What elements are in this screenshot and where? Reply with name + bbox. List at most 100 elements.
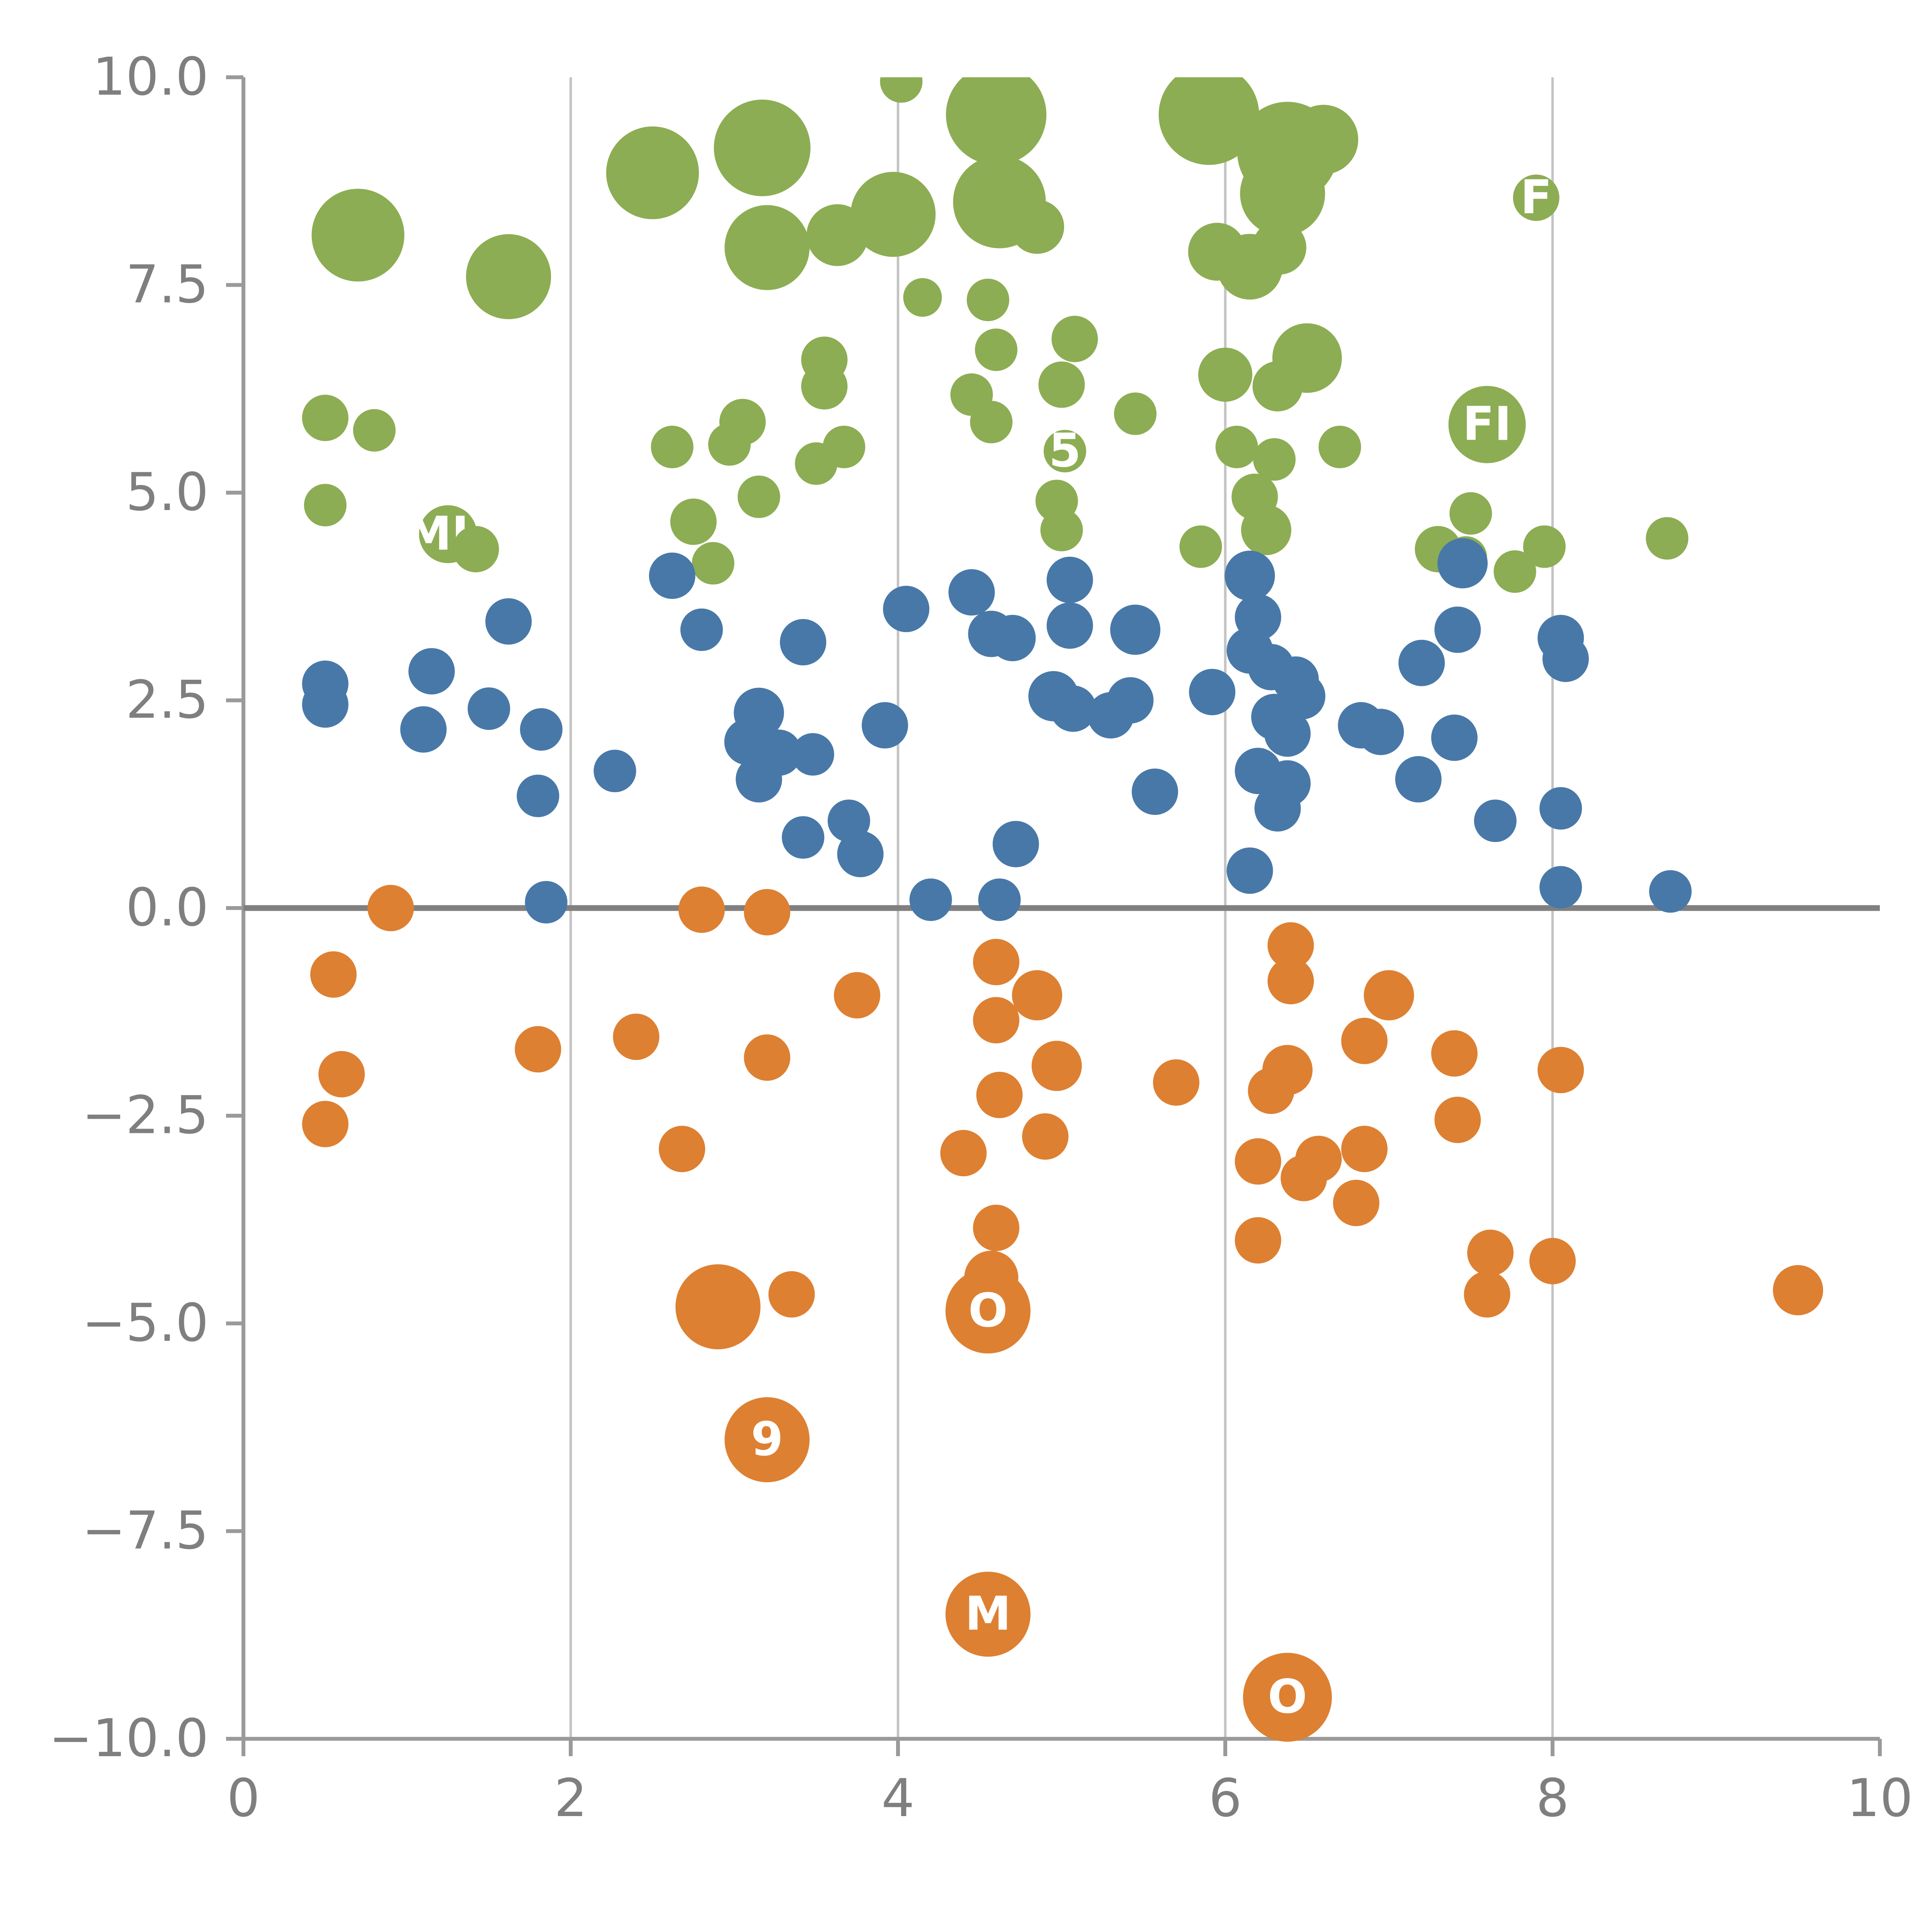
data-point-green (1646, 517, 1689, 560)
bubble-label: 5 (1049, 424, 1081, 478)
data-point-blue (408, 648, 455, 695)
data-point-blue (1226, 847, 1273, 894)
data-point-green (651, 425, 694, 468)
data-point-orange (973, 997, 1020, 1044)
data-point-green (708, 423, 751, 466)
data-point-green (466, 234, 551, 319)
data-point-orange (310, 951, 357, 998)
data-point-blue (1050, 685, 1097, 732)
data-point-blue (1431, 714, 1478, 761)
data-point-orange (1529, 1238, 1576, 1284)
data-point-orange (945, 1571, 1031, 1657)
data-point-green (1158, 77, 1259, 165)
x-tick-label-8: 8 (1536, 1768, 1569, 1828)
data-point-blue (1254, 785, 1301, 832)
data-point-blue (485, 598, 532, 645)
data-point-green (1043, 430, 1086, 473)
data-point-orange (976, 1071, 1023, 1118)
data-point-blue (1225, 551, 1275, 601)
data-point-orange (940, 1130, 987, 1177)
data-point-blue (468, 687, 510, 730)
data-point-orange (318, 1051, 365, 1097)
data-point-orange (1267, 958, 1314, 1005)
x-tick-label-10: 10 (1847, 1768, 1913, 1828)
bubble-label: M (965, 1587, 1011, 1641)
x-tick-label-2: 2 (554, 1768, 587, 1828)
x-tick-labels: 0 2 4 6 8 10 (227, 1739, 1913, 1828)
data-point-orange (1243, 1653, 1332, 1742)
data-point-blue (1437, 538, 1488, 588)
y-tick-labels: 10.0 7.5 5.0 2.5 0.0 −2.5 −5.0 −7.5 −10.0 (49, 46, 243, 1769)
data-point-green (1493, 550, 1536, 593)
data-point-blue (883, 586, 930, 632)
x-tick-label-4: 4 (881, 1768, 915, 1828)
data-point-orange (1235, 1138, 1281, 1185)
data-point-green (1252, 220, 1306, 275)
data-point-orange (1537, 1047, 1584, 1094)
data-point-orange (302, 1101, 349, 1147)
data-point-blue (948, 569, 995, 616)
data-point-orange (658, 1126, 705, 1172)
data-point-orange (1434, 1097, 1481, 1143)
data-point-green (1253, 438, 1296, 481)
y-tick-label-2.5: 2.5 (126, 670, 209, 730)
data-point-orange (515, 1026, 561, 1073)
data-point-orange (1333, 1180, 1379, 1226)
data-point-blue (1107, 677, 1154, 724)
data-point-orange (1295, 1136, 1342, 1182)
data-point-green (1289, 105, 1359, 175)
data-point-green (1240, 151, 1325, 236)
series-orange: 9 O M O (302, 885, 1823, 1742)
data-point-blue (992, 821, 1039, 867)
data-point-blue (1357, 709, 1404, 755)
data-point-green (1215, 425, 1258, 468)
data-point-blue (1539, 787, 1582, 830)
bubble-label: F (1520, 171, 1552, 224)
data-point-blue (1131, 769, 1178, 815)
data-point-green (1252, 361, 1303, 412)
data-point-green (903, 278, 942, 317)
data-point-blue (837, 831, 884, 878)
data-point-blue (594, 750, 636, 793)
data-point-blue (782, 816, 825, 859)
x-tick-label-0: 0 (227, 1768, 260, 1828)
data-point-blue (909, 878, 952, 921)
data-point-orange (973, 1204, 1020, 1251)
data-point-blue (1046, 556, 1093, 603)
y-tick-label-−2.5: −2.5 (82, 1085, 209, 1146)
data-point-blue (520, 708, 563, 751)
y-tick-label-7.5: 7.5 (126, 254, 209, 315)
data-point-orange (1267, 922, 1314, 969)
data-point-orange (724, 1397, 810, 1482)
data-point-green (670, 498, 717, 545)
data-point-blue (780, 619, 827, 665)
data-point-orange (613, 1014, 660, 1060)
data-point-blue (400, 706, 447, 753)
data-point-green (452, 526, 499, 573)
data-point-green (1010, 200, 1064, 254)
data-point-green (714, 99, 811, 196)
data-point-green (1448, 386, 1526, 463)
data-point-orange (834, 972, 881, 1019)
data-point-orange (678, 886, 725, 933)
data-point-green (880, 77, 923, 103)
x-tick-label-6: 6 (1209, 1768, 1242, 1828)
data-point-green (1051, 316, 1098, 362)
series-blue (302, 538, 1692, 923)
data-point-orange (1153, 1059, 1199, 1106)
data-point-orange (1031, 1041, 1082, 1091)
data-point-green (1318, 425, 1361, 468)
y-tick-label-−10.0: −10.0 (49, 1708, 209, 1769)
data-point-green (801, 363, 848, 410)
y-tick-label-5.0: 5.0 (126, 462, 209, 522)
data-point-orange (675, 1264, 761, 1349)
data-point-green (946, 77, 1047, 165)
data-point-green (966, 279, 1009, 321)
data-point-orange (1022, 1113, 1069, 1160)
data-point-orange (1464, 1271, 1510, 1318)
data-point-blue (1264, 710, 1311, 757)
bubble-label: 9 (751, 1413, 783, 1466)
